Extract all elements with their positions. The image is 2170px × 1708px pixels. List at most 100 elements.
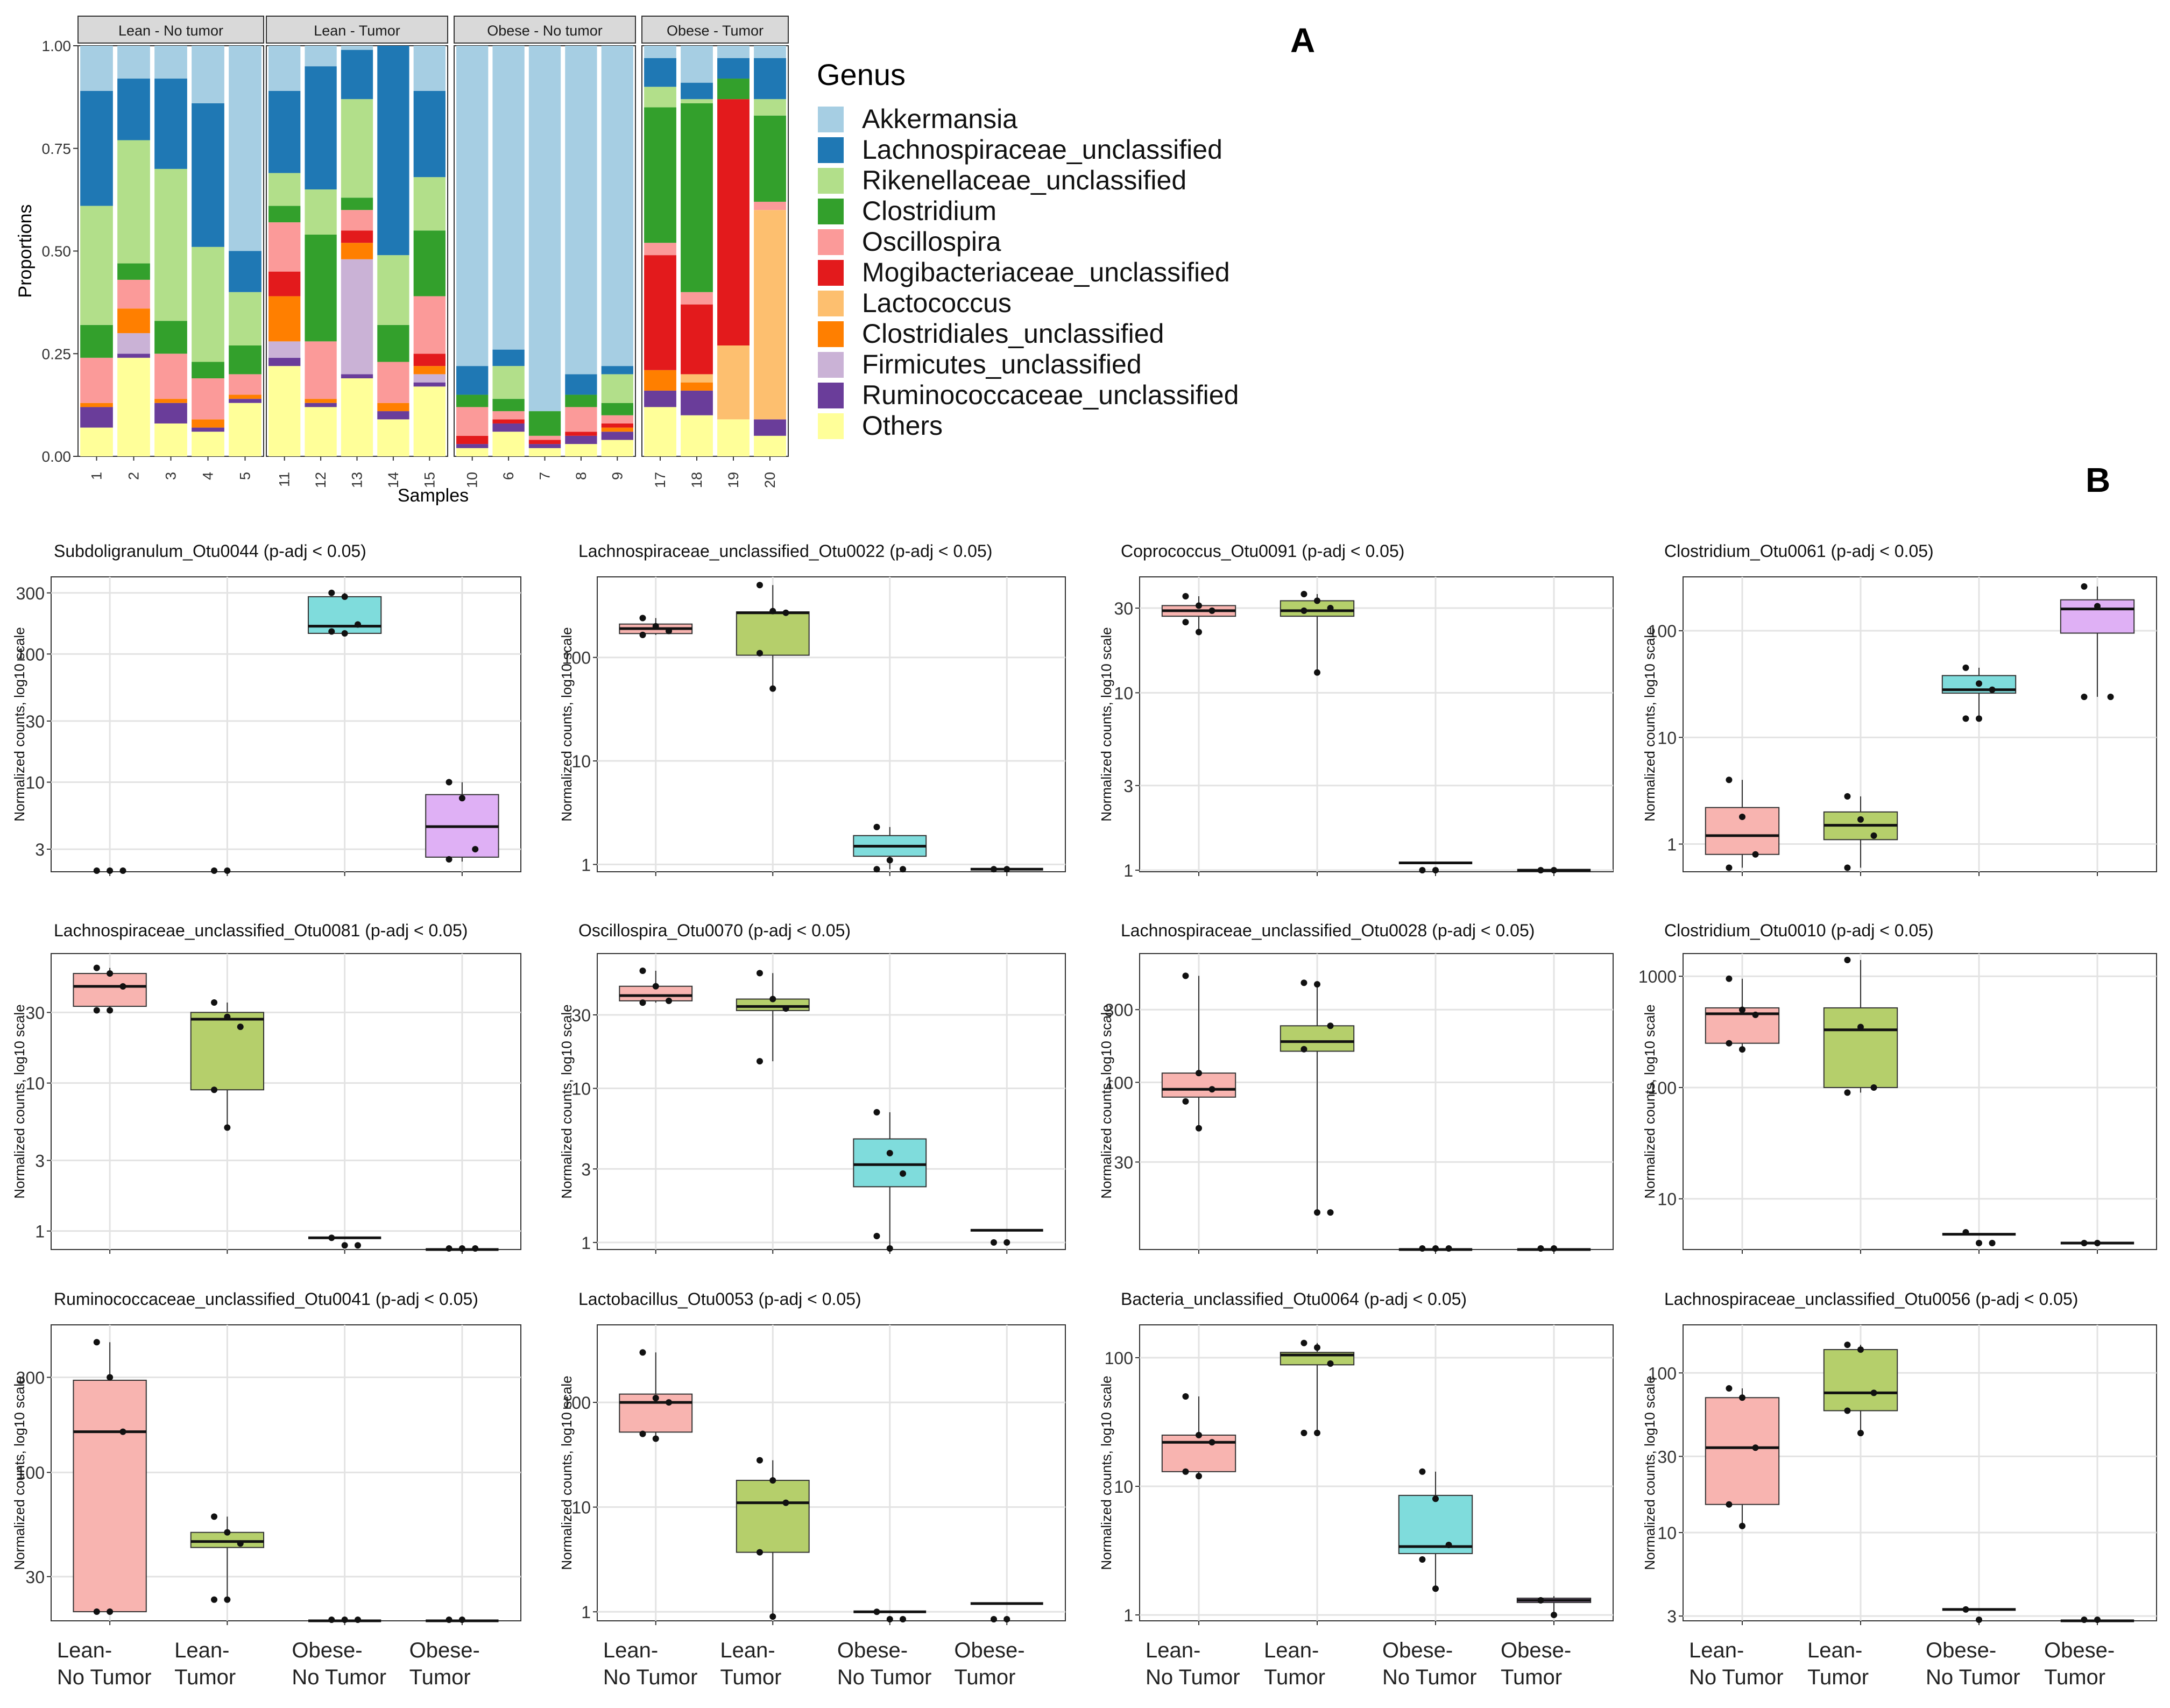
b-point	[639, 631, 646, 638]
b-plot-frame	[51, 953, 521, 1250]
a-sample-label: 14	[385, 472, 401, 488]
a-bar-segment	[377, 255, 409, 325]
a-legend-label: Rikenellaceae_unclassified	[862, 165, 1186, 195]
a-bar-segment	[492, 366, 525, 399]
a-bar-segment	[601, 432, 633, 440]
b-point	[1327, 1209, 1334, 1216]
a-bar-segment	[268, 46, 301, 91]
b-ylabel: Normalized counts, log10 scale	[1098, 1004, 1114, 1198]
a-bar-segment	[456, 435, 489, 444]
b-ytick-label: 1	[1123, 861, 1133, 880]
a-bar-segment	[341, 243, 373, 259]
a-bar-segment	[117, 140, 150, 264]
a-bar-segment	[80, 206, 113, 325]
b-group-label: Lean-	[1807, 1639, 1862, 1662]
a-sample-label: 19	[725, 472, 741, 488]
a-bar-segment	[601, 403, 633, 415]
a-bar-segment	[268, 357, 301, 366]
b-ylabel: Normalized counts, log10 scale	[1642, 627, 1658, 821]
a-bar-segment	[644, 255, 676, 370]
b-point	[1976, 680, 1982, 687]
a-sample-label: 18	[689, 472, 705, 488]
b-point	[1844, 1342, 1851, 1349]
a-bar-segment	[681, 374, 713, 383]
a-bar-segment	[341, 230, 373, 243]
a-bar-segment	[528, 448, 561, 456]
a-bar-segment	[154, 46, 187, 79]
b-point	[873, 1109, 880, 1116]
b-box	[73, 1379, 147, 1613]
b-plot-frame	[597, 576, 1066, 872]
b-point	[2094, 1240, 2101, 1247]
a-bar-segment	[305, 403, 337, 407]
b-subplot-title: Oscillospira_Otu0070 (p-adj < 0.05)	[578, 921, 851, 940]
b-point	[1537, 1597, 1544, 1604]
a-legend-swatch	[818, 291, 844, 316]
b-ytick-label: 30	[1657, 1447, 1677, 1466]
a-bar-segment	[681, 292, 713, 305]
b-ytick-label: 1	[581, 1603, 591, 1622]
b-point	[1208, 1086, 1215, 1093]
b-point	[990, 866, 997, 873]
b-point	[119, 1428, 126, 1435]
b-point	[1857, 1430, 1864, 1437]
b-point	[1314, 1209, 1320, 1216]
a-legend-label: Clostridium	[862, 196, 996, 226]
a-bar-segment	[80, 407, 113, 428]
b-point	[1196, 1070, 1202, 1077]
b-point	[756, 582, 763, 589]
a-sample-label: 3	[163, 472, 179, 480]
b-point	[2107, 693, 2114, 700]
a-bar-segment	[341, 210, 373, 231]
b-ytick-label: 10	[25, 773, 45, 793]
b-point	[1314, 597, 1320, 604]
a-legend-label: Clostridiales_unclassified	[862, 319, 1164, 349]
b-group-label: Lean-	[1689, 1639, 1744, 1662]
b-box	[73, 973, 147, 1007]
a-bar-segment	[456, 394, 489, 407]
b-ylabel: Normalized counts, log10 scale	[11, 1004, 27, 1198]
b-point	[1870, 1084, 1877, 1091]
a-bar-segment	[413, 374, 446, 383]
a-bar-segment	[117, 279, 150, 309]
b-ytick-label: 3	[35, 1151, 45, 1170]
a-sample-label: 10	[464, 472, 480, 488]
b-point	[107, 1608, 114, 1615]
b-point	[900, 1615, 907, 1622]
a-sample-label: 17	[652, 472, 668, 488]
a-bar-segment	[154, 321, 187, 354]
a-bar-segment	[117, 357, 150, 456]
b-point	[1989, 1240, 1996, 1247]
a-sample-label: 20	[762, 472, 778, 488]
a-bar-segment	[456, 46, 489, 366]
b-point	[472, 846, 479, 853]
a-bar-segment	[305, 66, 337, 190]
a-bar-segment	[681, 103, 713, 292]
b-point	[1726, 1385, 1733, 1392]
b-point	[756, 1457, 763, 1464]
b-ytick-label: 10	[1114, 1477, 1133, 1497]
a-sample-label: 4	[200, 472, 216, 480]
b-point	[1857, 1346, 1864, 1353]
a-bar-segment	[717, 419, 750, 456]
b-box	[1280, 1025, 1355, 1052]
a-bar-segment	[492, 349, 525, 366]
b-group-label: Obese-	[1382, 1639, 1453, 1662]
b-point	[873, 1233, 880, 1240]
b-point	[2081, 693, 2088, 700]
a-bar-segment	[268, 366, 301, 456]
a-bar-segment	[377, 46, 409, 256]
b-group-label: Obese-	[2044, 1639, 2115, 1662]
b-point	[119, 983, 126, 990]
b-group-label: Lean-	[174, 1639, 229, 1662]
b-point	[211, 1596, 218, 1603]
b-point	[1844, 956, 1851, 963]
b-ytick-label: 300	[16, 1368, 45, 1387]
a-bar-segment	[413, 230, 446, 297]
b-ylabel: Normalized counts, log10 scale	[11, 627, 27, 821]
a-bar-segment	[456, 366, 489, 395]
b-ylabel: Normalized counts, log10 scale	[1642, 1375, 1658, 1570]
b-point	[328, 1617, 335, 1623]
a-legend-label: Ruminococcaceae_unclassified	[862, 380, 1239, 410]
a-bar-segment	[492, 399, 525, 412]
